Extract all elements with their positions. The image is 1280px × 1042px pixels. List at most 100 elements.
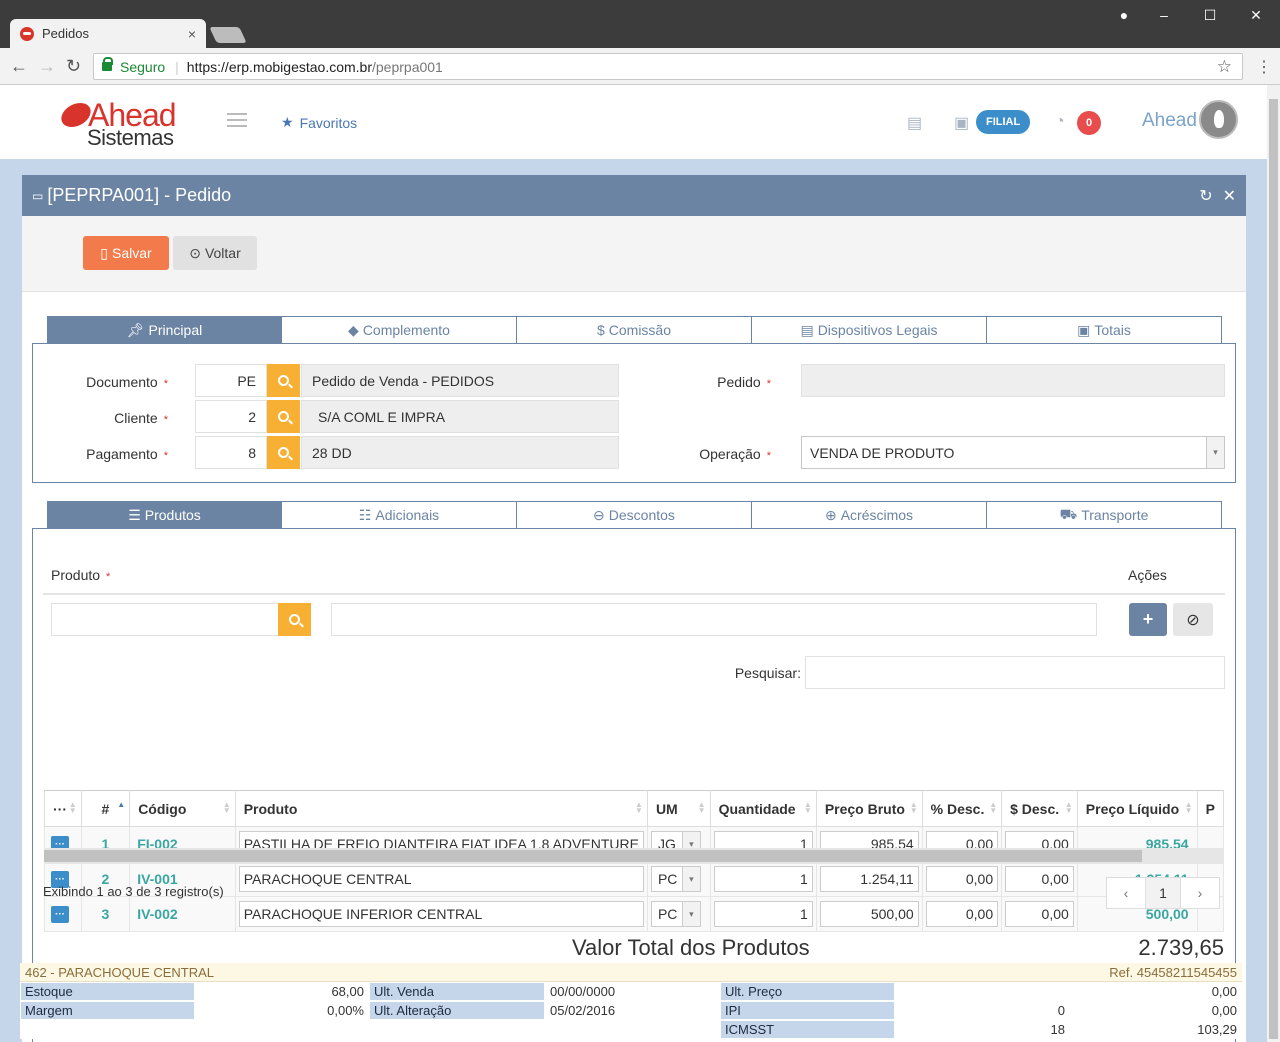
tab-acrescimos[interactable]: ⊕ Acréscimos [752, 501, 987, 529]
row-preco-bruto-input[interactable]: 500,00 [819, 901, 919, 927]
tab-adicionais[interactable]: ☷ Adicionais [282, 501, 517, 529]
column-p[interactable]: P [1196, 790, 1225, 827]
notification-count-badge[interactable]: 0 [1077, 111, 1101, 135]
row-preco-bruto-input[interactable]: 1.254,11 [819, 866, 919, 892]
column-pct-desc[interactable]: % Desc. ▲ ▼ [921, 790, 1003, 827]
row-um-select[interactable]: PC ▾ [650, 901, 701, 927]
cliente-code-input[interactable]: 2 [195, 400, 267, 433]
hamburger-menu-icon[interactable] [227, 113, 247, 127]
row-quantidade-input[interactable]: 1 [713, 866, 813, 892]
search-icon [289, 614, 300, 625]
user-name[interactable]: Ahead [1142, 110, 1197, 131]
page-scrollbar-thumb[interactable] [1269, 99, 1278, 1039]
row-produto-input[interactable]: PARACHOQUE INFERIOR CENTRAL [238, 901, 644, 927]
table-horizontal-scrollbar[interactable] [44, 848, 1224, 864]
close-window-icon[interactable]: ✕ [1250, 6, 1262, 23]
row-pct-desc-input[interactable]: 0,00 [925, 866, 999, 892]
book-icon[interactable]: ▤ [907, 115, 923, 132]
tab-produtos[interactable]: ☰ Produtos [47, 501, 282, 529]
column-number[interactable]: # ▲ [80, 790, 131, 827]
tab-close-icon[interactable]: × [187, 25, 196, 42]
column-preco-bruto[interactable]: Preço Bruto ▲ ▼ [815, 790, 923, 827]
total-label: Valor Total dos Produtos [572, 935, 810, 960]
page-number-button[interactable]: 1 [1145, 877, 1181, 909]
produto-code-input[interactable] [51, 603, 279, 636]
row-val-desc-input[interactable]: 0,00 [1005, 866, 1074, 892]
row-um-select[interactable]: PC ▾ [650, 866, 701, 892]
search-icon [278, 447, 289, 458]
documento-search-button[interactable] [267, 364, 300, 397]
profile-icon[interactable]: ● [1119, 7, 1129, 23]
prev-page-button[interactable]: ‹ [1106, 877, 1146, 909]
minimize-icon[interactable]: – [1160, 7, 1168, 23]
footer-row: ICMSST 18 103,29 [20, 1020, 1242, 1039]
column-actions[interactable]: ··· ▲ ▼ [44, 790, 82, 827]
refresh-icon[interactable]: ↻ [1199, 188, 1213, 205]
forward-arrow-icon[interactable]: → [38, 56, 56, 76]
url-host: https://erp.mobigestao.com.br [186, 58, 372, 75]
operacao-select[interactable]: VENDA DE PRODUTO ▾ [801, 436, 1225, 469]
footer-row: Margem 0,00% Ult. Alteração 05/02/2016 I… [20, 1001, 1242, 1020]
money-icon: ▣ [1077, 321, 1091, 338]
column-preco-liquido[interactable]: Preço Líquido ▲ ▼ [1076, 790, 1198, 827]
ipi-value-a: 0 [895, 1001, 1070, 1020]
documento-code-input[interactable]: PE [195, 364, 267, 397]
bell-icon[interactable]: ◔ [1055, 113, 1065, 130]
briefcase-icon[interactable]: ▣ [954, 115, 970, 132]
tab-principal[interactable]: 📌︎ Principal [47, 316, 282, 344]
browser-menu-icon[interactable]: ⋮ [1256, 59, 1272, 76]
browser-tab[interactable]: Pedidos × [10, 19, 206, 48]
page-scrollbar[interactable] [1267, 85, 1280, 1042]
favorites-link[interactable]: ★ Favoritos [281, 114, 357, 131]
dollar-icon: $ [596, 322, 605, 338]
next-page-button[interactable]: › [1180, 877, 1220, 909]
total-value: 2.739,65 [1138, 935, 1224, 960]
row-val-desc-input[interactable]: 0,00 [1005, 901, 1074, 927]
pagamento-code-input[interactable]: 8 [195, 436, 267, 469]
add-product-button[interactable]: + [1129, 603, 1167, 636]
column-produto[interactable]: Produto ▲ ▼ [234, 790, 648, 827]
back-button[interactable]: ⊙ Voltar [173, 236, 257, 270]
pagamento-search-button[interactable] [267, 436, 300, 469]
tab-totais[interactable]: ▣ Totais [987, 316, 1222, 344]
produto-search-button[interactable] [278, 603, 311, 636]
column-codigo[interactable]: Código ▲ ▼ [129, 790, 236, 827]
list-bullets-icon: ☷ [358, 506, 372, 523]
tab-comissao[interactable]: $ Comissão [517, 316, 752, 344]
reload-icon[interactable]: ↻ [66, 56, 82, 76]
row-menu-button[interactable]: ··· [51, 905, 69, 923]
tab-dispositivos-legais[interactable]: ▤ Dispositivos Legais [752, 316, 987, 344]
tab-transporte[interactable]: ⛟ Transporte [987, 501, 1222, 529]
row-produto-input[interactable]: PARACHOQUE CENTRAL [238, 866, 644, 892]
tab-complemento[interactable]: ◆ Complemento [282, 316, 517, 344]
logo-text-top: Ahead [88, 97, 177, 133]
filial-badge[interactable]: FILIAL [976, 110, 1031, 134]
column-um[interactable]: UM ▲ ▼ [646, 790, 711, 827]
url-field[interactable]: Seguro | https://erp.mobigestao.com.br/p… [93, 53, 1243, 80]
column-val-desc[interactable]: $ Desc. ▲ ▼ [1001, 790, 1078, 827]
ipi-value-b: 0,00 [1070, 1001, 1242, 1020]
cancel-product-button[interactable]: ⊘ [1173, 603, 1213, 636]
back-arrow-icon[interactable]: ← [10, 56, 28, 76]
new-tab-button[interactable] [209, 27, 247, 43]
close-panel-icon[interactable]: ✕ [1222, 188, 1236, 205]
cliente-search-button[interactable] [267, 400, 300, 433]
pesquisar-input[interactable] [805, 656, 1225, 689]
column-quantidade[interactable]: Quantidade ▲ ▼ [709, 790, 817, 827]
row-pct-desc-input[interactable]: 0,00 [925, 901, 999, 927]
avatar[interactable] [1199, 100, 1238, 139]
tab-descontos[interactable]: ⊖ Descontos [517, 501, 752, 529]
produto-description-input[interactable] [331, 603, 1097, 636]
row-codigo[interactable]: IV-001 [129, 861, 236, 897]
row-menu-button[interactable]: ··· [51, 870, 69, 888]
row-codigo[interactable]: IV-002 [129, 896, 236, 932]
bookmark-star-icon[interactable]: ☆ [1216, 56, 1232, 76]
table-row: ··· 2 IV-001 PARACHOQUE CENTRAL PC ▾ 1 1.… [44, 861, 1225, 897]
maximize-icon[interactable]: ☐ [1203, 6, 1217, 23]
tab-label: Complemento [362, 322, 450, 338]
scrollbar-thumb[interactable] [44, 850, 1142, 862]
records-info: Exibindo 1 ao 3 de 3 registro(s) [43, 884, 224, 899]
tab-label: Descontos [608, 507, 675, 523]
save-button[interactable]: ▯ Salvar [83, 236, 169, 270]
row-quantidade-input[interactable]: 1 [713, 901, 813, 927]
